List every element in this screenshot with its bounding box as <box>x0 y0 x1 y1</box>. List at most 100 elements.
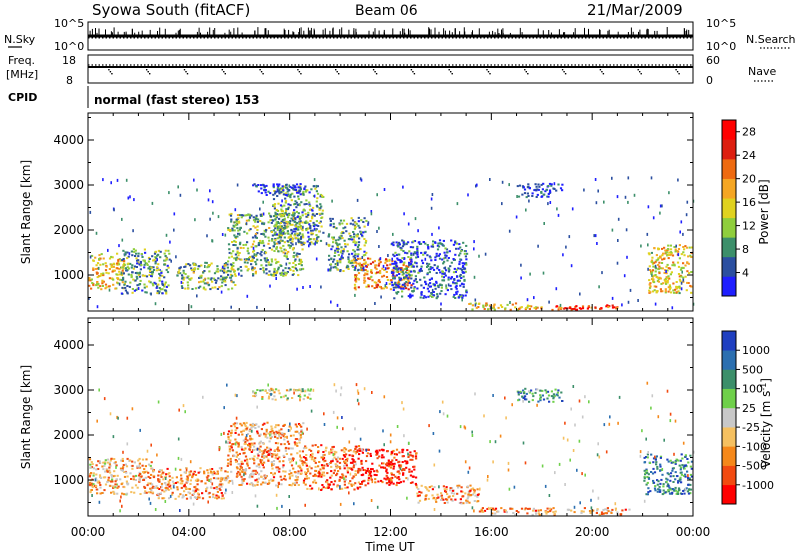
data-cell <box>295 190 298 193</box>
data-cell <box>455 292 458 295</box>
data-cell <box>168 258 171 261</box>
data-cell <box>683 467 686 470</box>
data-cell <box>459 273 462 276</box>
data-cell <box>528 507 531 510</box>
data-cell <box>314 473 317 476</box>
data-cell <box>678 285 681 288</box>
data-cell <box>413 465 416 468</box>
data-cell <box>552 511 555 514</box>
data-cell <box>349 461 353 464</box>
data-cell <box>104 483 108 486</box>
data-cell <box>689 488 693 491</box>
data-cell <box>246 462 249 465</box>
data-cell-sparse <box>224 233 227 237</box>
data-cell <box>271 455 274 458</box>
data-cell <box>154 262 157 265</box>
data-cell <box>445 254 448 257</box>
data-cell <box>104 287 107 290</box>
data-cell <box>427 268 431 271</box>
data-cell <box>226 475 229 478</box>
data-cell <box>123 283 126 286</box>
data-cell <box>269 192 272 195</box>
data-cell-sparse <box>298 258 301 262</box>
data-cell <box>315 204 318 207</box>
data-cell <box>409 454 412 457</box>
data-cell <box>200 276 203 279</box>
nave-dip-dot <box>147 71 149 73</box>
data-cell <box>124 251 127 254</box>
data-cell <box>136 284 139 287</box>
data-cell-sparse <box>221 233 224 236</box>
data-cell <box>254 427 257 429</box>
data-cell <box>322 454 325 457</box>
data-cell <box>528 187 531 189</box>
data-cell <box>321 471 324 474</box>
data-cell <box>664 288 667 291</box>
data-cell <box>426 254 429 257</box>
data-cell-sparse <box>139 428 141 432</box>
data-cell <box>441 497 444 500</box>
data-cell <box>96 282 99 285</box>
data-cell <box>181 287 184 289</box>
data-cell <box>216 470 219 473</box>
data-cell <box>121 279 124 282</box>
data-cell <box>315 213 318 215</box>
data-cell <box>344 245 347 248</box>
data-cell <box>229 457 232 460</box>
data-cell <box>568 508 571 511</box>
data-cell <box>276 469 279 472</box>
data-cell <box>445 498 448 501</box>
data-cell-sparse <box>220 290 223 294</box>
data-cell <box>253 183 256 186</box>
data-cell <box>460 249 463 252</box>
data-cell <box>430 277 433 280</box>
data-cell <box>278 456 281 459</box>
data-cell <box>417 271 420 274</box>
data-cell <box>241 479 244 482</box>
data-cell <box>689 483 692 486</box>
data-cell <box>128 285 131 288</box>
data-cell <box>188 470 191 473</box>
data-cell <box>141 458 145 461</box>
data-cell <box>444 293 447 296</box>
data-cell <box>270 387 273 390</box>
data-cell <box>290 464 294 467</box>
data-cell <box>413 468 416 471</box>
data-cell <box>330 474 333 477</box>
data-cell <box>291 482 295 485</box>
data-cell-sparse <box>335 389 337 393</box>
data-cell <box>231 229 234 232</box>
data-cell <box>658 488 661 491</box>
data-cell <box>602 512 605 515</box>
data-cell <box>341 252 344 255</box>
data-cell <box>115 478 118 481</box>
data-cell <box>370 269 373 272</box>
data-cell <box>383 477 386 480</box>
data-cell <box>140 253 143 255</box>
data-cell <box>324 487 328 489</box>
data-cell <box>285 255 288 258</box>
data-cell <box>261 442 265 445</box>
data-cell <box>492 305 495 308</box>
data-cell <box>291 192 294 195</box>
data-cell <box>309 484 312 487</box>
data-cell <box>321 194 324 197</box>
data-cell <box>374 450 378 453</box>
data-cell <box>445 486 448 489</box>
data-cell <box>463 252 466 255</box>
data-cell <box>302 456 306 459</box>
data-cell <box>280 227 283 230</box>
data-cell <box>101 282 104 285</box>
data-cell-sparse <box>269 284 271 288</box>
data-cell <box>246 432 250 435</box>
data-cell <box>267 459 270 462</box>
data-cell <box>658 272 661 275</box>
data-cell <box>651 269 655 272</box>
data-cell <box>230 446 233 449</box>
data-cell <box>104 262 107 265</box>
data-cell <box>109 464 112 467</box>
data-cell-sparse <box>207 198 210 202</box>
data-cell <box>217 484 221 487</box>
data-cell <box>229 439 232 442</box>
nsearch-label: N.Search <box>746 33 796 46</box>
